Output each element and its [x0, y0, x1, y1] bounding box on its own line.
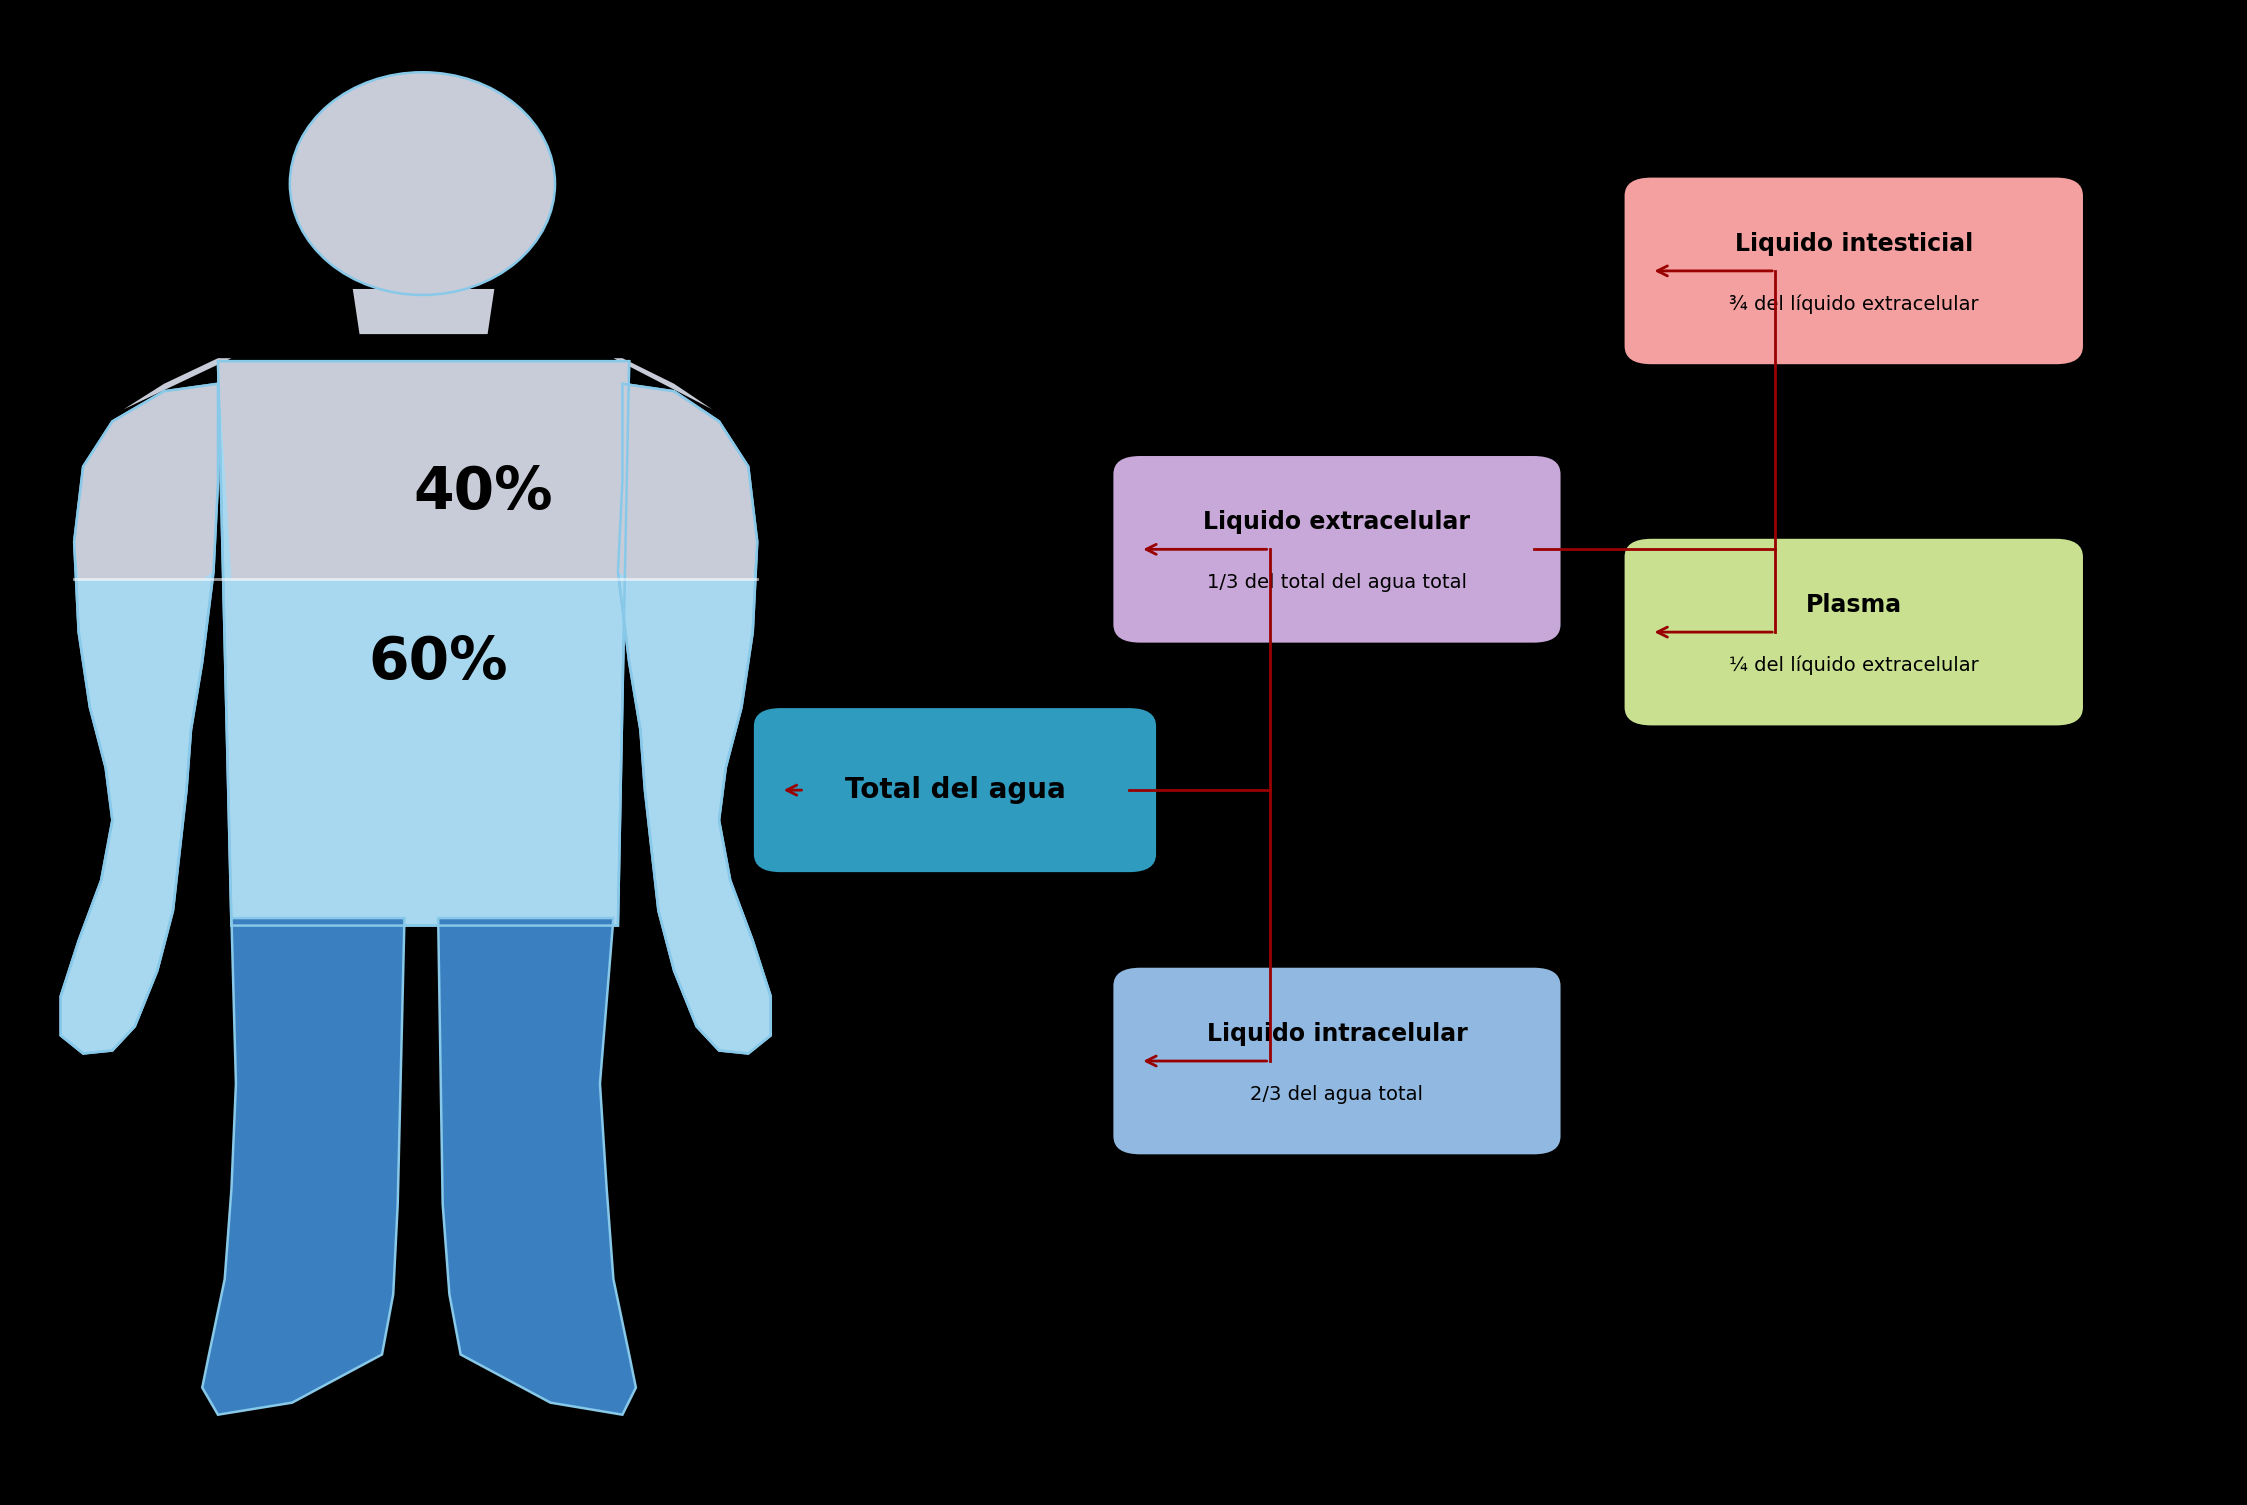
FancyBboxPatch shape — [1112, 456, 1559, 643]
FancyBboxPatch shape — [1625, 178, 2083, 364]
Polygon shape — [74, 384, 218, 579]
Text: Total del agua: Total del agua — [845, 777, 1065, 804]
Polygon shape — [438, 918, 636, 1415]
Text: 60%: 60% — [369, 634, 508, 691]
Ellipse shape — [290, 72, 555, 295]
Text: Liquido intracelular: Liquido intracelular — [1207, 1022, 1467, 1046]
Polygon shape — [353, 289, 494, 334]
Text: 1/3 del total del agua total: 1/3 del total del agua total — [1207, 573, 1467, 591]
Text: 2/3 del agua total: 2/3 del agua total — [1252, 1085, 1422, 1103]
Polygon shape — [61, 384, 218, 1054]
Text: 40%: 40% — [413, 464, 553, 521]
Text: ¾ del líquido extracelular: ¾ del líquido extracelular — [1728, 295, 1980, 313]
Text: Liquido intesticial: Liquido intesticial — [1735, 232, 1973, 256]
Polygon shape — [613, 358, 712, 409]
Polygon shape — [618, 384, 771, 1054]
Text: Liquido extracelular: Liquido extracelular — [1204, 510, 1470, 534]
Polygon shape — [218, 361, 629, 926]
Polygon shape — [218, 361, 629, 579]
FancyBboxPatch shape — [1112, 968, 1559, 1154]
Polygon shape — [124, 358, 231, 409]
Polygon shape — [202, 918, 404, 1415]
Polygon shape — [618, 384, 757, 579]
Text: Plasma: Plasma — [1807, 593, 1901, 617]
FancyBboxPatch shape — [753, 709, 1155, 873]
FancyBboxPatch shape — [1625, 539, 2083, 725]
Text: ¼ del líquido extracelular: ¼ del líquido extracelular — [1728, 656, 1980, 674]
